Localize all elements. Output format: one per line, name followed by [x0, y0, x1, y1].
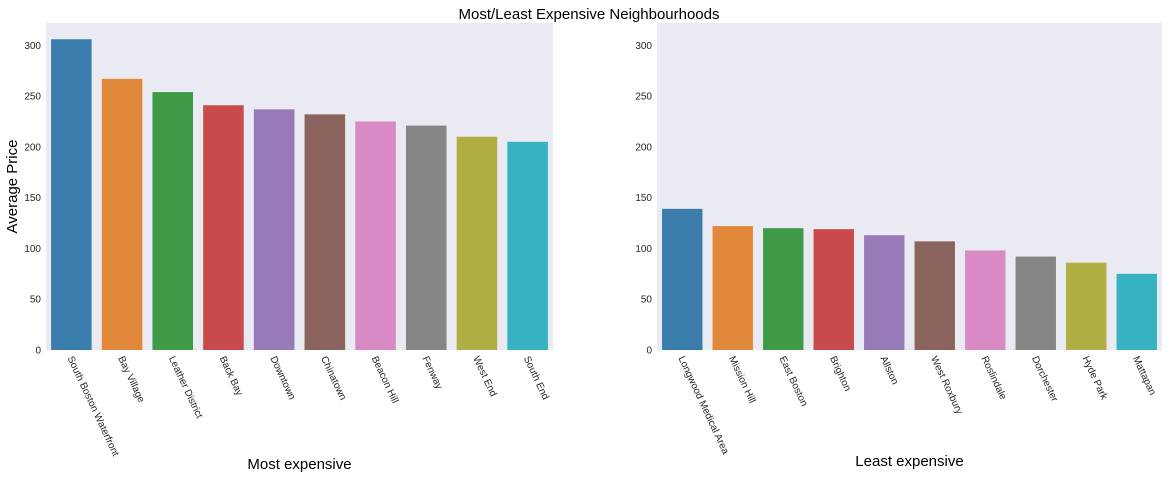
y-tick-label: 150 — [24, 193, 41, 204]
x-tick-label: Hyde Park — [1080, 355, 1110, 403]
y-tick-label: 100 — [24, 244, 41, 255]
bar-allston — [864, 235, 905, 350]
x-tick-label: Bay Village — [115, 355, 146, 405]
figure-title: Most/Least Expensive Neighbourhoods — [459, 6, 720, 23]
x-tick-label: Brighton — [827, 355, 853, 393]
bar-longwood-medical-area — [662, 208, 703, 350]
bar-chinatown — [304, 114, 346, 350]
y-axis-label: Average Price — [4, 140, 21, 234]
bar-fenway — [405, 125, 447, 350]
bar-east-boston — [763, 228, 804, 350]
y-tick-label: 300 — [635, 41, 652, 52]
x-tick-label: Longwood Medical Area — [676, 355, 731, 457]
x-tick-label: Fenway — [420, 355, 445, 391]
bar-brighton — [813, 229, 854, 350]
y-tick-label: 0 — [646, 346, 652, 357]
x-tick-label: West Roxbury — [928, 355, 964, 416]
y-tick-label: 100 — [635, 244, 652, 255]
bar-bay-village — [101, 78, 143, 350]
y-tick-label: 0 — [35, 346, 41, 357]
y-tick-label: 50 — [641, 295, 653, 306]
x-tick-label: Mattapan — [1130, 355, 1158, 397]
bar-back-bay — [203, 105, 244, 350]
x-axis-label: Least expensive — [855, 453, 963, 470]
x-tick-label: Mission Hill — [726, 355, 757, 405]
bar-south-end — [507, 141, 548, 350]
x-tick-label: South Boston Waterfront — [65, 355, 121, 459]
x-tick-label: Beacon Hill — [369, 355, 400, 406]
bar-west-end — [456, 136, 498, 350]
bar-hyde-park — [1066, 262, 1107, 350]
bar-west-roxbury — [914, 241, 955, 350]
x-tick-label: West End — [470, 355, 498, 399]
y-tick-label: 200 — [24, 142, 41, 153]
x-axis-label: Most expensive — [247, 456, 351, 473]
y-tick-label: 200 — [635, 142, 652, 153]
bar-beacon-hill — [355, 121, 396, 350]
x-tick-label: Roslindale — [979, 355, 1009, 402]
bar-downtown — [253, 109, 295, 350]
bar-mattapan — [1116, 273, 1157, 350]
left-chart: 0 50 100 150 200 250 300 South Boston Waterfron… — [4, 23, 553, 473]
x-tick-label: South End — [521, 355, 551, 402]
bar-mission-hill — [712, 226, 753, 350]
x-tick-label: Dorchester — [1029, 355, 1060, 405]
bar-dorchester — [1015, 256, 1056, 350]
y-tick-label: 50 — [30, 295, 42, 306]
x-tick-label: Chinatown — [318, 355, 348, 402]
x-tick-label: Downtown — [267, 355, 297, 402]
bar-south-boston-waterfront — [51, 39, 92, 351]
y-tick-label: 250 — [635, 92, 652, 103]
y-tick-label: 150 — [635, 193, 652, 204]
x-tick-label: East Boston — [777, 355, 810, 409]
bar-roslindale — [965, 250, 1006, 350]
y-tick-label: 250 — [24, 92, 41, 103]
x-tick-label: Back Bay — [217, 355, 245, 398]
x-tick-label: Allston — [878, 355, 901, 387]
y-tick-label: 300 — [24, 41, 41, 52]
bar-leather-district — [152, 92, 194, 350]
x-tick-label: Leather District — [166, 355, 204, 421]
